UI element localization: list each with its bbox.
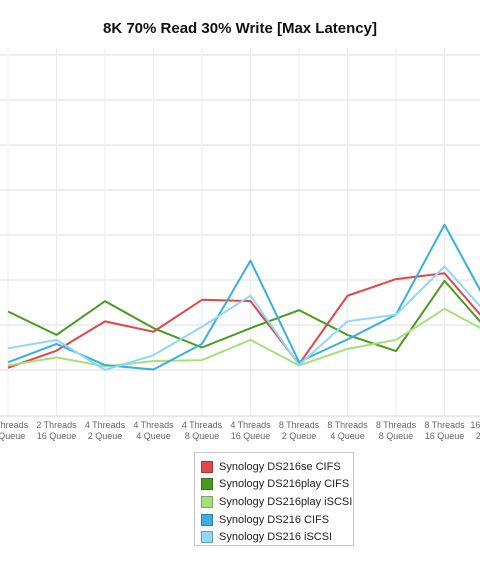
series-line-4 xyxy=(7,223,480,371)
x-tick-label: 8 Threads 8 Queue xyxy=(376,420,417,441)
legend-item: Synology DS216se CIFS xyxy=(201,458,353,476)
series-line-5 xyxy=(7,265,480,371)
legend-swatch xyxy=(201,460,213,473)
x-tick-label: 8 Threads 4 Queue xyxy=(327,420,368,441)
x-tick-label: 4 Threads 4 Queue xyxy=(133,420,174,441)
legend-label: Synology DS216play iSCSI xyxy=(219,495,353,508)
x-tick-label: 2 Threads 16 Queue xyxy=(36,420,77,441)
chart-legend: Synology DS216se CIFS Synology DS216play … xyxy=(194,452,354,546)
x-tick-label: 8 Threads 16 Queue xyxy=(424,420,465,441)
series-line-3 xyxy=(7,307,480,368)
legend-swatch xyxy=(201,495,213,508)
x-tick-label: 8 Threads 2 Queue xyxy=(279,420,320,441)
legend-item: Synology DS216play iSCSI xyxy=(201,493,353,511)
chart-title: 8K 70% Read 30% Write [Max Latency] xyxy=(103,20,377,37)
x-tick-label: 4 Threads 2 Queue xyxy=(85,420,126,441)
legend-item: Synology DS216 iSCSI xyxy=(201,528,353,546)
legend-label: Synology DS216se CIFS xyxy=(219,460,341,473)
legend-label: Synology DS216 iSCSI xyxy=(219,531,333,544)
legend-label: Synology DS216 CIFS xyxy=(219,513,330,526)
series-line-1 xyxy=(7,272,480,369)
x-tick-label: 4 Threads 8 Queue xyxy=(182,420,223,441)
legend-item: Synology DS216 CIFS xyxy=(201,511,353,529)
legend-label: Synology DS216play CIFS xyxy=(219,478,350,491)
legend-swatch xyxy=(201,531,213,544)
series-line-2 xyxy=(7,279,480,353)
legend-item: Synology DS216play CIFS xyxy=(201,476,353,494)
legend-swatch xyxy=(201,513,213,526)
x-tick-label: 4 Threads 16 Queue xyxy=(230,420,271,441)
legend-swatch xyxy=(201,478,213,491)
